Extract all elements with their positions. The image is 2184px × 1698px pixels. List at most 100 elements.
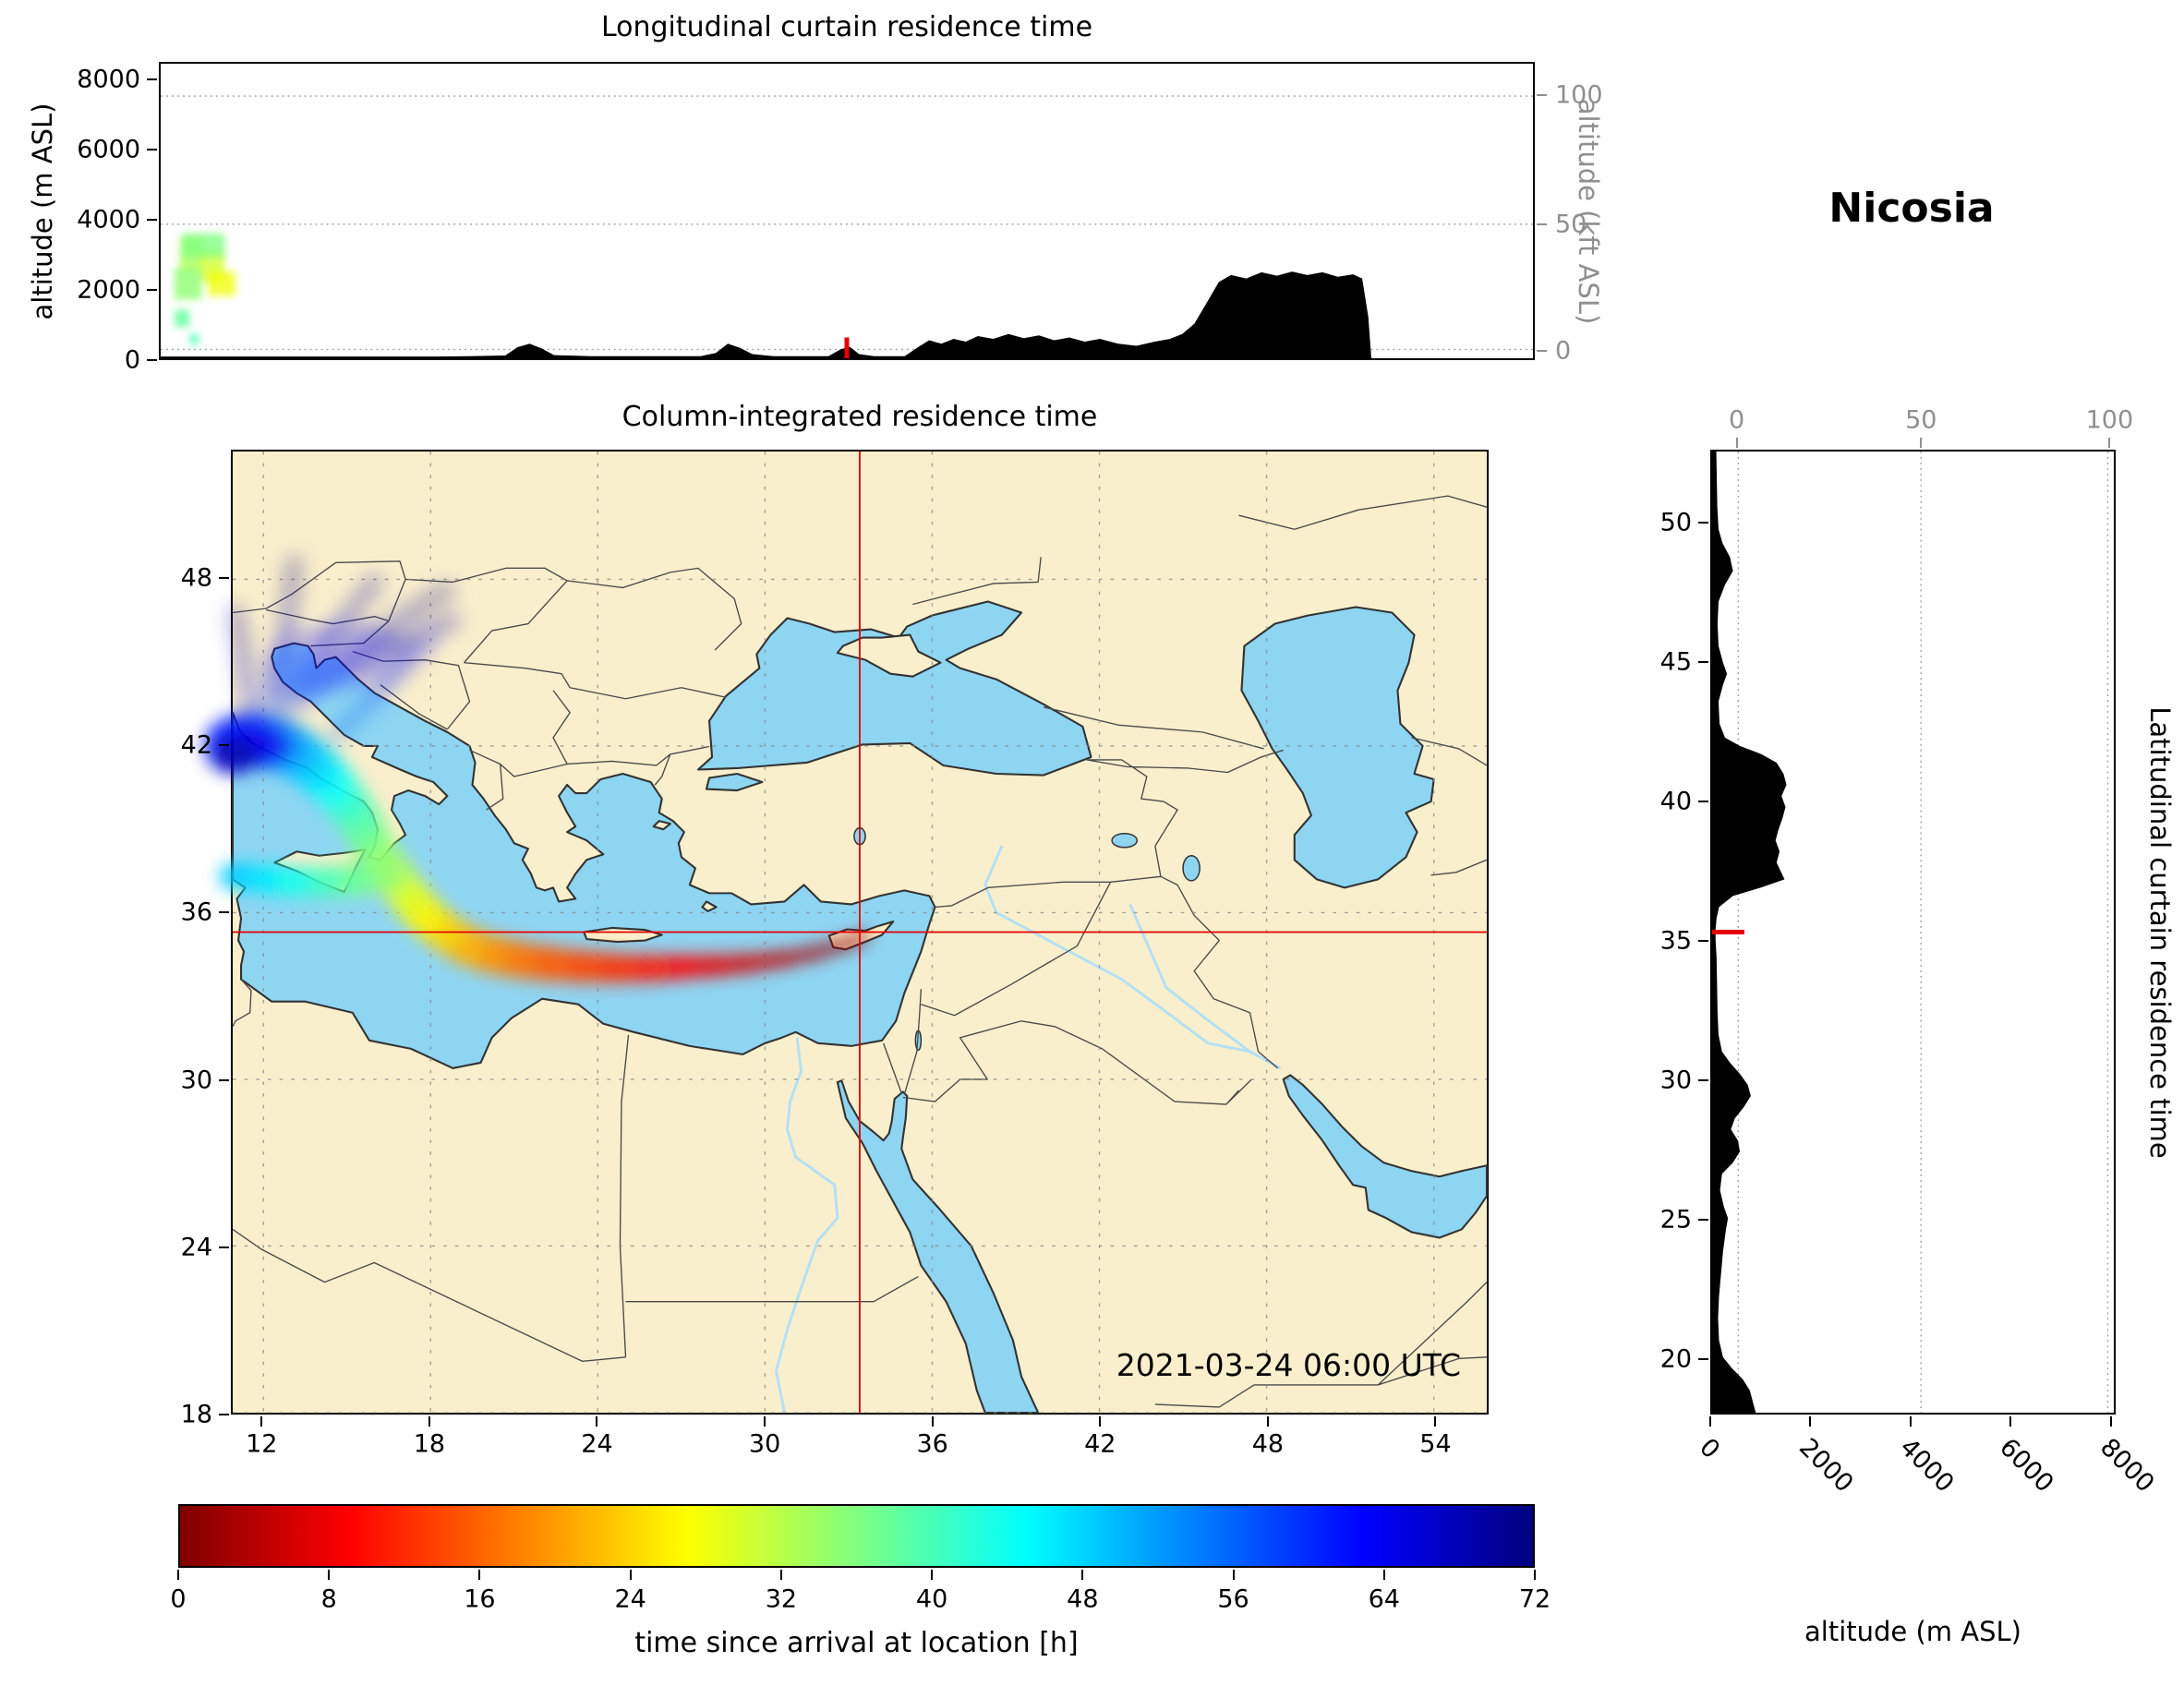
tick-mark <box>1698 1357 1708 1360</box>
tick-mark <box>1081 1570 1084 1580</box>
plume-diffuse-fan <box>227 555 461 743</box>
colorbar <box>178 1504 1535 1568</box>
map-lat-tick-label: 30 <box>180 1066 212 1095</box>
tick-mark <box>1698 1078 1708 1081</box>
altitude-tick-label: 6000 <box>77 135 140 164</box>
tick-mark <box>1698 660 1708 663</box>
kft-tick-label: 0 <box>1728 405 1745 435</box>
tick-mark <box>1909 1416 1912 1427</box>
altitude-tick-label: 0 <box>124 345 140 375</box>
tick-mark <box>779 1570 782 1580</box>
river-tigris <box>1128 903 1251 1054</box>
tick-mark <box>1698 939 1708 942</box>
caspian-sea <box>1240 606 1435 889</box>
plume-layer <box>204 555 870 983</box>
tick-mark <box>147 289 157 291</box>
map-plot <box>204 452 1489 1415</box>
altitude-tick-label: 2000 <box>1793 1433 1859 1499</box>
lat-tick-label: 35 <box>1659 926 1692 956</box>
map-lon-tick-label: 30 <box>748 1429 781 1459</box>
tick-mark <box>1698 800 1708 802</box>
kft-tick-label: 0 <box>1555 336 1572 366</box>
tick-mark <box>260 1416 263 1427</box>
colorbar-tick-label: 40 <box>915 1584 948 1614</box>
tick-mark <box>478 1570 481 1580</box>
terrain-profile-longitude <box>161 271 1371 358</box>
map-timestamp: 2021-03-24 06:00 UTC <box>1116 1347 1461 1383</box>
map-lon-tick-label: 54 <box>1419 1429 1452 1459</box>
tick-mark <box>1434 1416 1437 1427</box>
tick-mark <box>931 1570 934 1580</box>
tick-mark <box>931 1416 934 1427</box>
tick-mark <box>328 1570 331 1580</box>
tick-mark <box>219 1078 229 1081</box>
kft-tick-label: 100 <box>1555 80 1603 110</box>
tick-mark <box>764 1416 766 1427</box>
tick-mark <box>147 219 157 221</box>
latitudinal-curtain-plot <box>1712 452 2109 1413</box>
longitudinal-curtain-plot <box>161 95 1533 358</box>
tick-mark <box>1534 1570 1536 1580</box>
lat-tick-label: 20 <box>1659 1344 1692 1374</box>
colorbar-label: time since arrival at location [h] <box>634 1627 1079 1659</box>
tick-mark <box>147 78 157 80</box>
map-lat-tick-label: 18 <box>180 1400 212 1429</box>
longitudinal-curtain-panel <box>159 62 1535 360</box>
map-lon-tick-label: 42 <box>1084 1429 1116 1459</box>
marmara-sea <box>705 772 764 792</box>
tick-mark <box>1232 1570 1235 1580</box>
tick-mark <box>2109 1416 2112 1427</box>
plume-main-track <box>204 620 870 983</box>
tick-mark <box>1537 93 1547 96</box>
tick-mark <box>219 744 229 747</box>
map-panel: 2021-03-24 06:00 UTC <box>204 450 1489 1415</box>
colorbar-tick-label: 32 <box>765 1584 798 1614</box>
lat-tick-label: 30 <box>1659 1066 1692 1095</box>
tick-mark <box>1537 350 1547 353</box>
station-title: Nicosia <box>1828 185 1995 232</box>
tick-mark <box>2108 438 2111 448</box>
island-lesbos <box>652 820 671 831</box>
altitude-tick-label: 4000 <box>77 205 140 235</box>
tick-mark <box>1735 438 1738 448</box>
map-lon-tick-label: 24 <box>581 1429 613 1459</box>
right-panel-side-label: Latitudinal curtain residence time <box>2144 706 2176 1159</box>
tick-mark <box>147 359 157 361</box>
altitude-tick-label: 0 <box>1694 1433 1726 1465</box>
altitude-tick-label: 4000 <box>1893 1433 1960 1499</box>
latitudinal-curtain-panel <box>1710 450 2116 1415</box>
tick-mark <box>1537 223 1547 226</box>
tick-mark <box>219 576 229 579</box>
tick-mark <box>1099 1416 1102 1427</box>
right-panel-x-label: altitude (m ASL) <box>1804 1616 2021 1647</box>
crosshair-layer <box>233 452 1488 1414</box>
tick-mark <box>1382 1570 1385 1580</box>
persian-gulf <box>1282 1074 1489 1239</box>
tick-mark <box>1698 1218 1708 1221</box>
colorbar-tick-label: 48 <box>1067 1584 1099 1614</box>
crimea-peninsula <box>836 633 942 678</box>
curtain-plume-cells <box>174 233 235 344</box>
lake-urmia <box>1182 855 1201 882</box>
tick-mark <box>629 1570 632 1580</box>
top-panel-y-label: altitude (m ASL) <box>27 102 58 320</box>
map-lat-tick-label: 42 <box>180 730 212 760</box>
tick-mark <box>1709 1416 1711 1427</box>
river-euphrates <box>983 845 1282 1070</box>
lake-van <box>1111 832 1139 849</box>
kft-tick-label: 50 <box>1555 210 1587 239</box>
altitude-tick-label: 8000 <box>2094 1433 2160 1499</box>
map-lon-tick-label: 18 <box>413 1429 446 1459</box>
map-lat-tick-label: 48 <box>180 563 212 593</box>
colorbar-tick-label: 56 <box>1217 1584 1249 1614</box>
river-nile <box>774 1037 839 1414</box>
map-lon-tick-label: 36 <box>916 1429 948 1459</box>
colorbar-tick-label: 0 <box>170 1584 187 1614</box>
tick-mark <box>1266 1416 1269 1427</box>
terrain-profile-latitude <box>1712 452 1787 1413</box>
tick-mark <box>219 1246 229 1248</box>
island-rhodes <box>701 900 718 912</box>
tick-mark <box>177 1570 179 1580</box>
tick-mark <box>2009 1416 2012 1427</box>
